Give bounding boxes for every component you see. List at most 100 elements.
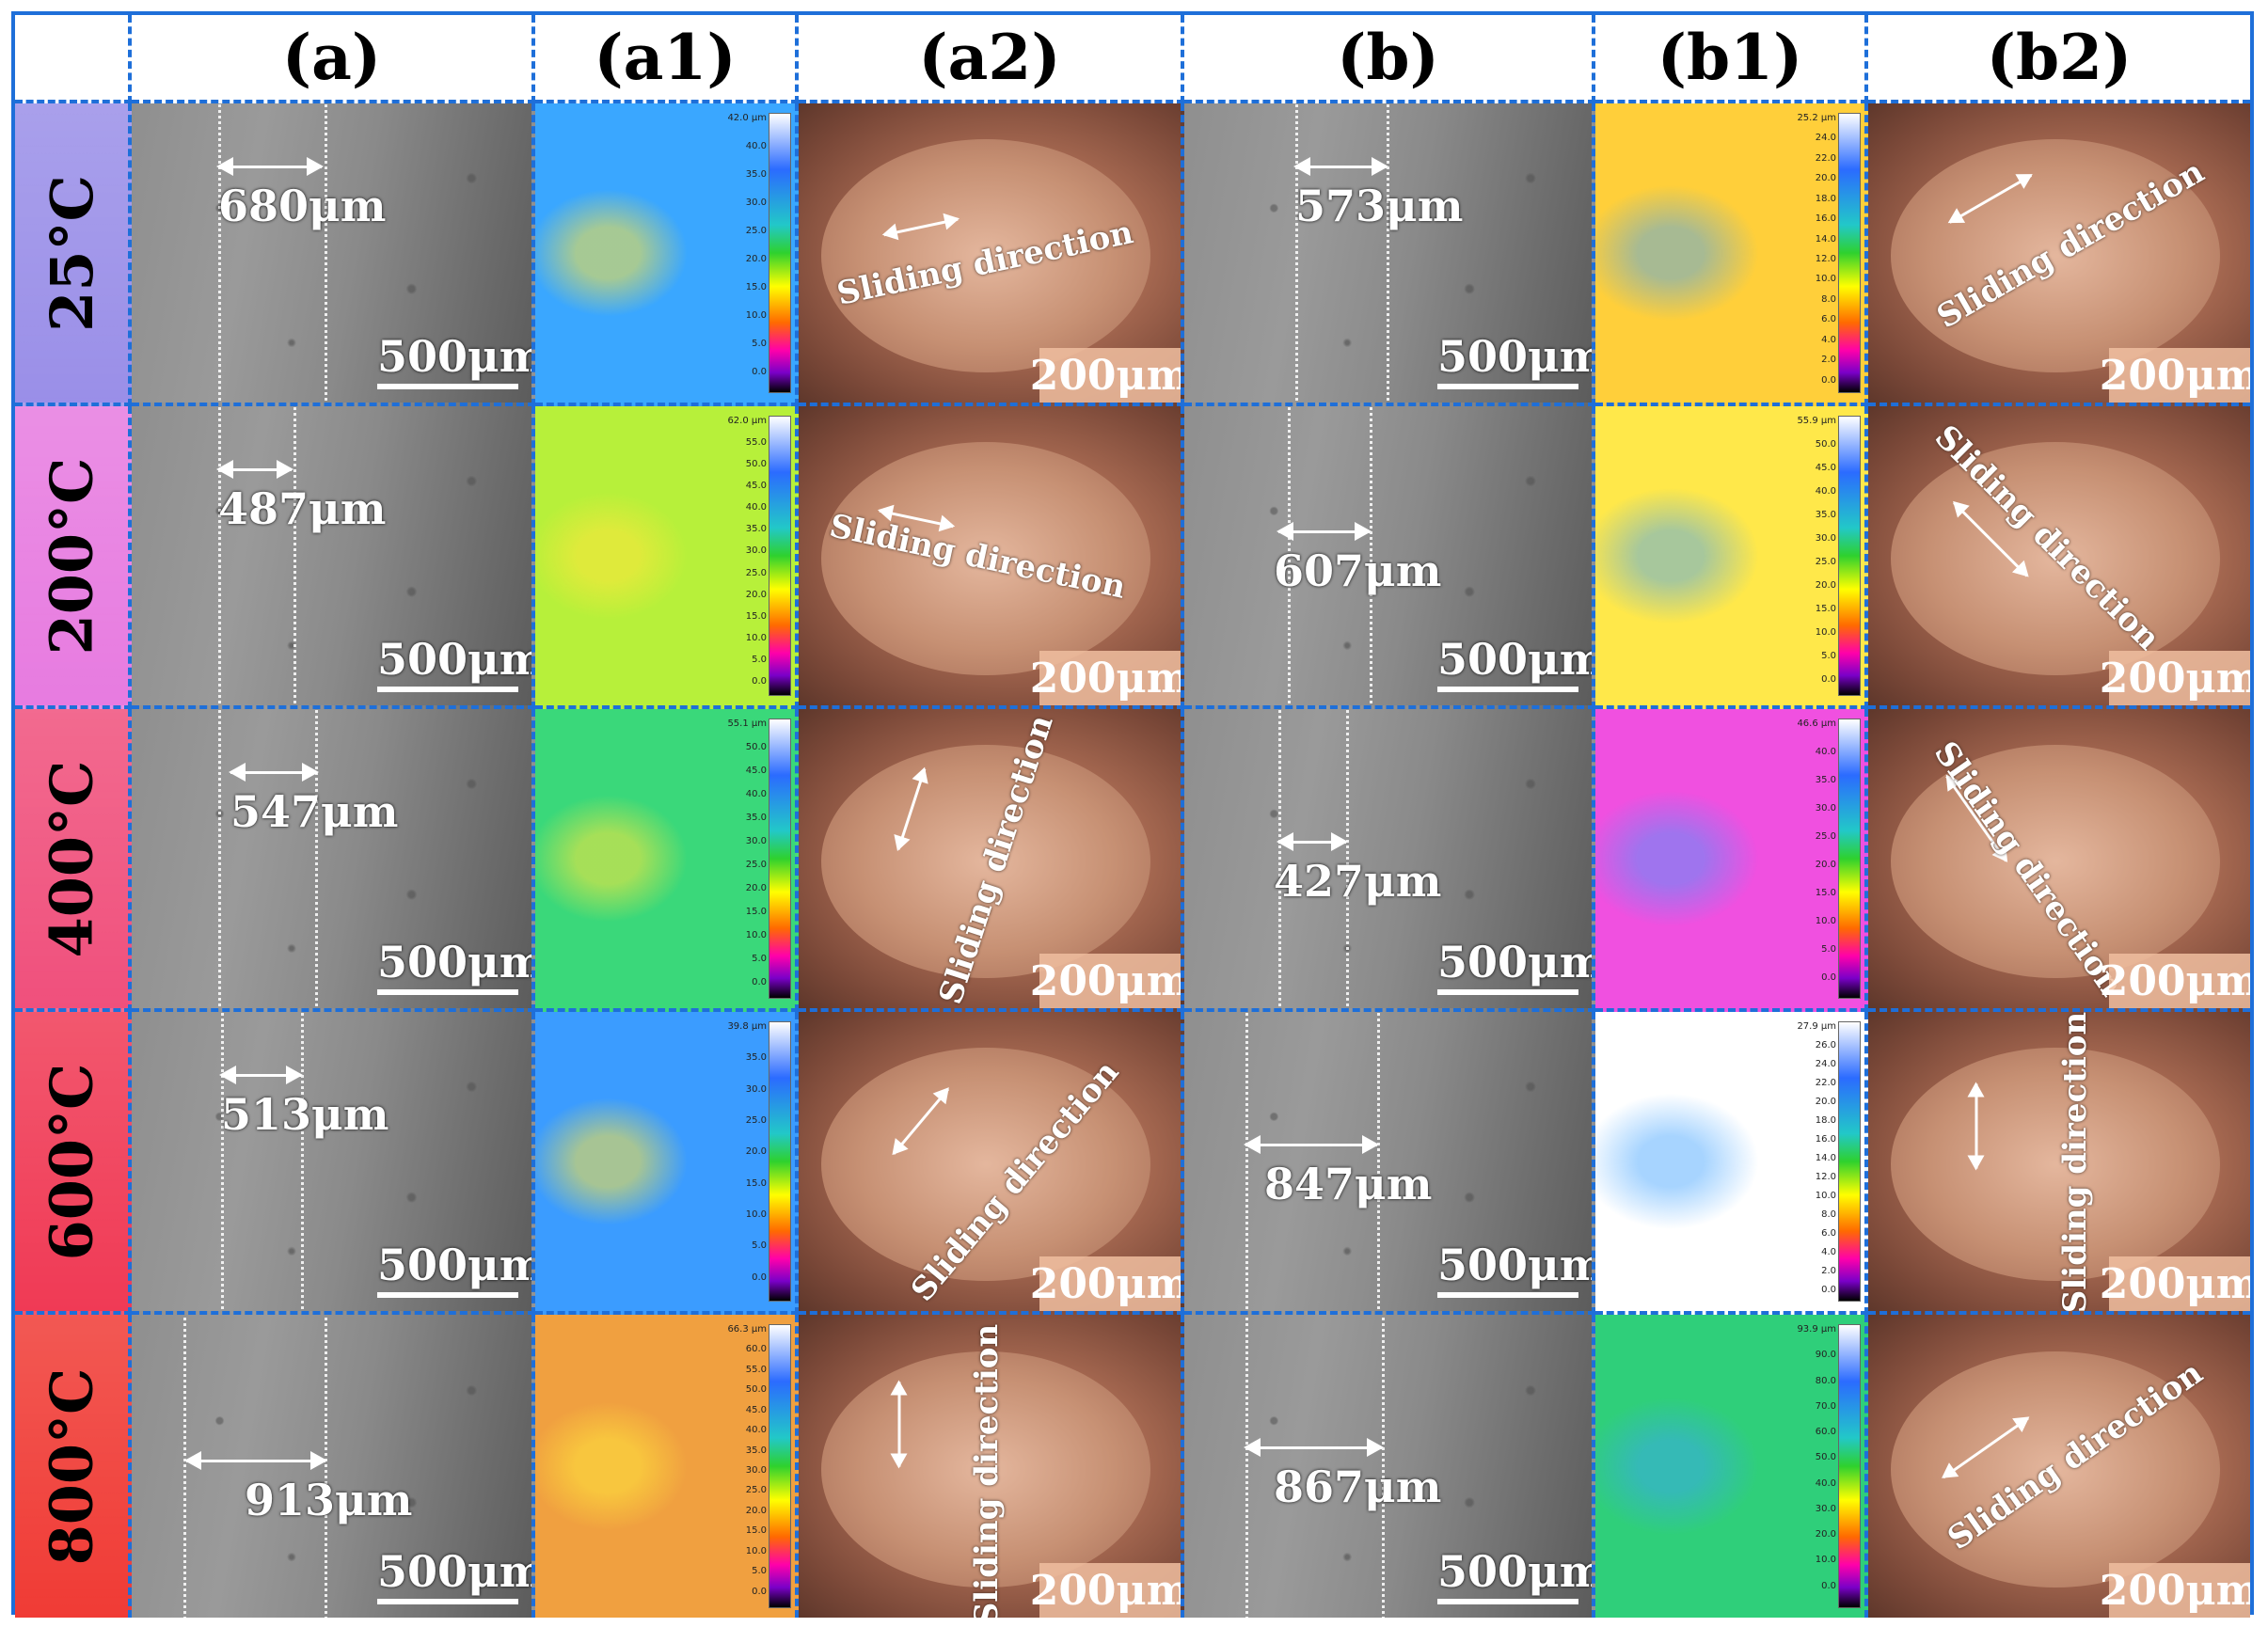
scale-bar: 200μm (1030, 1563, 1181, 1618)
colorbar-tick: 0.0 (1821, 972, 1836, 983)
colorbar-tick: 40.0 (1815, 486, 1836, 497)
colorbar-tick: 50.0 (745, 1384, 767, 1396)
scale-bar-line (377, 1292, 518, 1298)
colorbar-tick: 35.0 (1815, 775, 1836, 785)
colorbar-tick: 4.0 (1821, 334, 1836, 345)
colorbar (1838, 719, 1861, 999)
optical-panel-b2: Sliding direction 200μm (1868, 103, 2250, 406)
colorbar-tick: 20.0 (1815, 580, 1836, 591)
width-label: 867μm (1274, 1461, 1442, 1512)
colorbar-tick: 30.0 (1815, 533, 1836, 544)
colorbar (769, 416, 791, 696)
colorbar-tick: 25.0 (1815, 557, 1836, 567)
colorbar-tick: 5.0 (752, 954, 767, 964)
scale-bar: 200μm (2100, 1563, 2250, 1618)
colorbar-tick: 10.0 (745, 930, 767, 940)
width-label: 847μm (1264, 1159, 1433, 1209)
colorbar-tick: 30.0 (745, 1465, 767, 1476)
scale-bar-label: 500μm (377, 634, 535, 685)
colorbar-tick: 0.0 (752, 977, 767, 987)
colorbar-tick: 5.0 (752, 1240, 767, 1252)
wear-track-edge (218, 406, 223, 705)
colorbar-tick: 10.0 (1815, 627, 1836, 638)
sem-panel-b: 427μm 500μm (1184, 709, 1595, 1012)
colorbar-tick: 25.0 (745, 860, 767, 870)
wear-track-edge (1288, 406, 1293, 705)
colorbar-tick: 20.0 (1815, 173, 1836, 184)
colorbar-tick: 6.0 (1821, 314, 1836, 325)
colorbar-tick: 6.0 (1821, 1228, 1836, 1239)
column-header-3: (b) (1184, 15, 1595, 103)
sem-panel-a: 513μm 500μm (132, 1012, 535, 1315)
sliding-direction-arrow (1975, 1083, 1978, 1169)
colorbar-tick: 66.3 μm (727, 1324, 767, 1335)
scale-bar-line (1437, 687, 1578, 692)
colorbar-tick: 18.0 (1815, 1115, 1836, 1126)
width-arrow (1277, 832, 1348, 851)
width-arrow (1293, 157, 1388, 176)
wear-scar (1891, 1048, 2220, 1282)
colorbar-tick: 14.0 (1815, 1153, 1836, 1163)
colorbar-tick: 10.0 (1815, 274, 1836, 285)
optical-panel-a2: Sliding direction 200μm (799, 103, 1184, 406)
scale-bar: 500μm (1437, 634, 1595, 692)
scale-bar-line (1437, 1599, 1578, 1604)
wear-track-edge (1370, 406, 1374, 705)
scale-bar-label: 500μm (1437, 1240, 1595, 1290)
colorbar (769, 113, 791, 393)
sliding-direction-label: Sliding direction (2056, 1012, 2095, 1314)
optical-panel-b2: Sliding direction 200μm (1868, 709, 2250, 1012)
width-arrow (216, 157, 324, 176)
colorbar-tick: 10.0 (745, 1209, 767, 1220)
optical-panel-a2: Sliding direction 200μm (799, 1012, 1184, 1315)
colorbar-tick: 25.0 (745, 567, 767, 578)
temperature-label: 25°C (15, 103, 132, 406)
colorbar-tick: 4.0 (1821, 1247, 1836, 1257)
colorbar-tick: 24.0 (1815, 1059, 1836, 1069)
colorbar-tick: 10.0 (745, 632, 767, 643)
wear-track-edge (301, 1012, 306, 1311)
colorbar-tick: 15.0 (745, 1177, 767, 1189)
temperature-label: 800°C (15, 1315, 132, 1618)
colorbar-tick: 20.0 (745, 883, 767, 893)
wear-scar (1891, 139, 2220, 373)
colorbar-tick: 12.0 (1815, 254, 1836, 264)
colorbar-tick: 8.0 (1821, 1209, 1836, 1220)
colorbar-tick: 80.0 (1815, 1375, 1836, 1386)
wear-scar (1891, 442, 2220, 676)
wear-track-edge (315, 709, 320, 1008)
colorbar-tick: 5.0 (752, 654, 767, 665)
temperature-label: 400°C (15, 709, 132, 1012)
scale-bar-line (1437, 384, 1578, 389)
colorbar-tick: 30.0 (1815, 803, 1836, 814)
colorbar-tick: 39.8 μm (727, 1021, 767, 1032)
scale-bar-line (377, 989, 518, 995)
scale-bar-label: 500μm (1437, 634, 1595, 685)
colorbar-tick: 25.2 μm (1797, 113, 1836, 123)
colorbar-tick: 0.0 (1821, 1285, 1836, 1295)
scale-bar-line (1437, 989, 1578, 995)
colorbar-tick: 0.0 (752, 367, 767, 377)
colorbar-tick: 30.0 (745, 545, 767, 557)
width-label: 680μm (218, 181, 387, 231)
wear-track-edge (1382, 1315, 1387, 1618)
profile-panel-b1: 27.9 μm 26.0 24.0 22.0 20.0 18.0 16.0 14.0 12.0 1… (1595, 1012, 1868, 1315)
colorbar-tick: 15.0 (1815, 888, 1836, 898)
profile-panel-a1: 42.0 μm 40.0 35.0 30.0 25.0 20.0 15.0 10.0 5.0 0.… (535, 103, 799, 406)
colorbar-tick: 30.0 (745, 197, 767, 208)
column-header-4: (b1) (1595, 15, 1868, 103)
colorbar-tick: 70.0 (1815, 1400, 1836, 1412)
colorbar (1838, 1021, 1861, 1302)
sem-panel-a: 680μm 500μm (132, 103, 535, 406)
colorbar-tick: 35.0 (745, 169, 767, 180)
scale-bar: 200μm (1030, 1256, 1181, 1311)
scale-bar-label: 500μm (1437, 937, 1595, 987)
colorbar-tick: 35.0 (745, 524, 767, 535)
colorbar (769, 1324, 791, 1608)
colorbar-tick: 40.0 (745, 1425, 767, 1436)
colorbar-tick: 35.0 (745, 1052, 767, 1064)
colorbar-tick: 5.0 (1821, 651, 1836, 661)
profile-panel-b1: 93.9 μm 90.0 80.0 70.0 60.0 50.0 40.0 30.0 20.0 1… (1595, 1315, 1868, 1618)
wear-track-edge (1278, 709, 1283, 1008)
colorbar-tick: 60.0 (1815, 1427, 1836, 1438)
